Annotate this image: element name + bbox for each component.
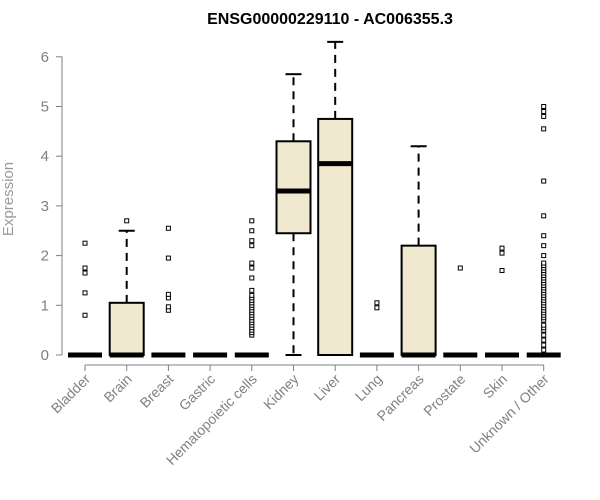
x-tick-label: Skin xyxy=(480,371,511,402)
box-pancreas xyxy=(400,145,437,358)
x-tick-label: Prostate xyxy=(420,371,468,419)
box-hematopoietic-cells xyxy=(234,218,269,358)
y-tick-label: 2 xyxy=(41,248,49,265)
box-iqr xyxy=(108,301,145,357)
outlier-point xyxy=(541,126,547,132)
y-axis: 0 1 2 3 4 5 6 xyxy=(41,49,63,364)
y-tick-label: 1 xyxy=(41,297,49,314)
outlier-point xyxy=(541,253,547,259)
box-prostate xyxy=(443,265,478,358)
box-iqr xyxy=(400,244,437,356)
y-tick-label: 6 xyxy=(41,49,49,66)
box-liver xyxy=(317,40,354,356)
outlier-point xyxy=(165,225,171,231)
outlier-point xyxy=(249,218,255,224)
y-tick-label: 0 xyxy=(41,347,49,364)
box-brain xyxy=(108,218,145,358)
outlier-point xyxy=(249,275,255,281)
y-tick-label: 3 xyxy=(41,198,49,215)
outlier-point xyxy=(541,342,547,348)
x-tick-label: Breast xyxy=(137,371,177,411)
outlier-point xyxy=(541,178,547,184)
outlier-point xyxy=(82,290,88,296)
outlier-point xyxy=(499,268,505,274)
box-iqr xyxy=(275,140,312,235)
y-axis-label: Expression xyxy=(0,162,17,236)
x-tick-label: Liver xyxy=(311,371,344,404)
outlier-point xyxy=(541,104,547,109)
box-iqr xyxy=(317,117,354,356)
outlier-point xyxy=(541,332,547,338)
outlier-point xyxy=(249,228,255,234)
outlier-point xyxy=(374,300,380,306)
outlier-point xyxy=(499,250,505,256)
outlier-point xyxy=(82,270,88,276)
outlier-point xyxy=(541,243,547,249)
outlier-point xyxy=(541,347,547,353)
outlier-point xyxy=(541,337,547,343)
outlier-point xyxy=(374,305,380,311)
outlier-point xyxy=(457,265,463,271)
outlier-point xyxy=(541,113,547,119)
box-unknown-other xyxy=(526,104,561,358)
box-bladder xyxy=(68,240,102,358)
outlier-point xyxy=(165,255,171,261)
outlier-point xyxy=(541,260,547,266)
chart-title: ENSG00000229110 - AC006355.3 xyxy=(207,11,453,28)
box-breast xyxy=(151,225,186,358)
x-tick-label: Kidney xyxy=(260,371,302,413)
outlier-point xyxy=(165,304,171,310)
box-kidney xyxy=(275,73,312,356)
outlier-point xyxy=(249,292,255,298)
outlier-point xyxy=(124,218,130,224)
outlier-point xyxy=(249,260,255,266)
outlier-point xyxy=(541,322,547,328)
x-tick-label: Bladder xyxy=(48,371,94,417)
box-skin xyxy=(485,245,519,358)
outlier-point xyxy=(249,243,255,249)
outlier-point xyxy=(165,291,171,297)
x-tick-label: Brain xyxy=(100,371,134,405)
outlier-point xyxy=(541,213,547,219)
outlier-point xyxy=(82,240,88,246)
outlier-point xyxy=(82,312,88,318)
y-tick-label: 5 xyxy=(41,99,49,116)
outlier-point xyxy=(499,245,505,251)
outlier-point xyxy=(82,265,88,271)
box-lung xyxy=(359,300,394,358)
outlier-point xyxy=(541,233,547,239)
x-tick-label: Unknown / Other xyxy=(466,371,552,457)
boxes-group xyxy=(68,40,561,358)
x-tick-label: Lung xyxy=(352,371,385,404)
outlier-point xyxy=(249,287,255,293)
outlier-point xyxy=(249,238,255,244)
outlier-point xyxy=(249,265,255,271)
outlier-point xyxy=(541,108,547,114)
y-tick-label: 4 xyxy=(41,148,49,165)
